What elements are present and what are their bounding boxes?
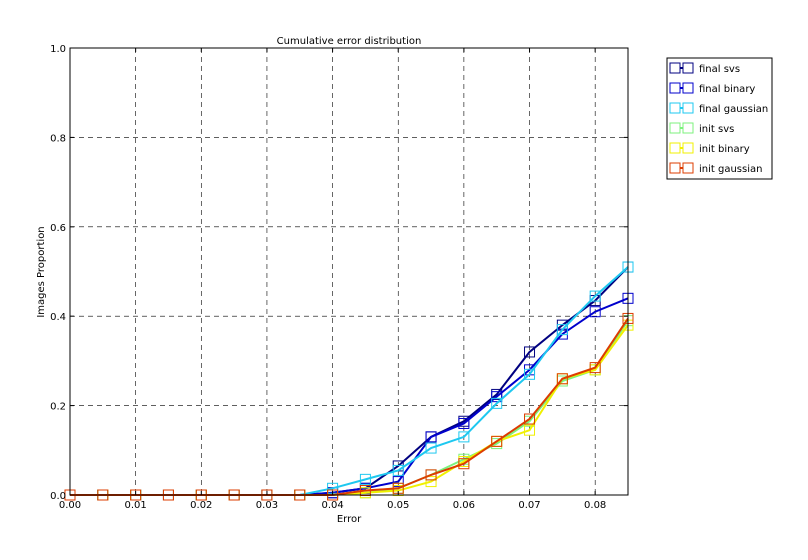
series-final-gaussian: [64, 261, 634, 501]
data-point: [589, 306, 601, 318]
legend-label: init gaussian: [699, 164, 762, 175]
data-point: [556, 373, 568, 385]
data-point: [425, 442, 437, 454]
x-tick-label: 0.05: [387, 500, 409, 511]
data-point: [589, 290, 601, 302]
y-tick-label: 0.8: [50, 133, 66, 144]
legend-label: final svs: [699, 64, 740, 75]
data-point: [359, 473, 371, 485]
data-point: [425, 431, 437, 443]
series-init-binary: [64, 319, 634, 501]
legend-marker: [669, 122, 681, 134]
data-point: [556, 324, 568, 336]
legend-item: final gaussian: [669, 102, 768, 115]
legend-marker: [682, 102, 694, 114]
series-line: [70, 324, 629, 496]
data-point: [524, 368, 536, 380]
legend-marker: [669, 82, 681, 94]
chart-title: Cumulative error distribution: [277, 36, 422, 47]
legend-marker: [669, 142, 681, 154]
legend-marker: [682, 122, 694, 134]
legend-box: [666, 57, 773, 180]
x-tick-label: 0.07: [518, 500, 540, 511]
legend-marker: [682, 142, 694, 154]
y-tick-label: 0.2: [50, 402, 66, 413]
legend-marker: [682, 162, 694, 174]
x-tick-label: 0.04: [321, 500, 343, 511]
legend-marker: [682, 82, 694, 94]
data-point: [524, 346, 536, 358]
legend-label: init binary: [699, 144, 750, 155]
y-tick-label: 0.0: [50, 491, 66, 502]
data-point: [524, 413, 536, 425]
y-axis-label: Images Proportion: [36, 226, 47, 317]
data-point: [392, 476, 404, 488]
data-point: [491, 391, 503, 403]
legend-item: init svs: [669, 122, 734, 135]
x-tick-label: 0.08: [584, 500, 606, 511]
plot-frame: [69, 47, 629, 496]
legend-item: final svs: [669, 62, 740, 75]
x-tick-label: 0.02: [190, 500, 212, 511]
data-point: [589, 362, 601, 374]
series-line: [70, 266, 629, 496]
x-tick-label: 0.00: [59, 500, 81, 511]
data-point: [458, 431, 470, 443]
series-init-svs: [64, 315, 634, 501]
legend-marker: [669, 162, 681, 174]
series-group: [64, 261, 634, 501]
legend-marker: [669, 102, 681, 114]
legend-marker: [682, 62, 694, 74]
x-tick-label: 0.06: [453, 500, 475, 511]
data-point: [491, 397, 503, 409]
legend: final svs final binary final gaussian init …: [666, 57, 773, 180]
axis-ticks: 0.00 0.01 0.02 0.03 0.04 0.05 0.06 0.07 0.08 0.0 0…: [50, 44, 628, 511]
series-final-svs: [64, 261, 634, 501]
legend-label: final gaussian: [699, 104, 768, 115]
legend-marker: [669, 62, 681, 74]
grid: [70, 48, 628, 495]
data-point: [425, 469, 437, 481]
legend-item: final binary: [669, 82, 755, 95]
data-point: [458, 417, 470, 429]
series-line: [70, 266, 629, 496]
y-tick-label: 1.0: [50, 44, 66, 55]
y-tick-label: 0.4: [50, 312, 66, 323]
legend-item: init binary: [669, 142, 750, 155]
data-point: [524, 424, 536, 436]
x-axis-label: Error: [337, 514, 362, 525]
legend-label: final binary: [699, 84, 755, 95]
x-tick-label: 0.03: [256, 500, 278, 511]
x-tick-label: 0.01: [125, 500, 147, 511]
data-point: [491, 435, 503, 447]
y-tick-label: 0.6: [50, 223, 66, 234]
series-init-gaussian: [64, 312, 634, 501]
data-point: [392, 464, 404, 476]
legend-label: init svs: [699, 124, 734, 135]
data-point: [458, 458, 470, 470]
data-point: [425, 476, 437, 488]
series-line: [70, 297, 629, 496]
legend-item: init gaussian: [669, 162, 762, 175]
data-point: [359, 485, 371, 497]
